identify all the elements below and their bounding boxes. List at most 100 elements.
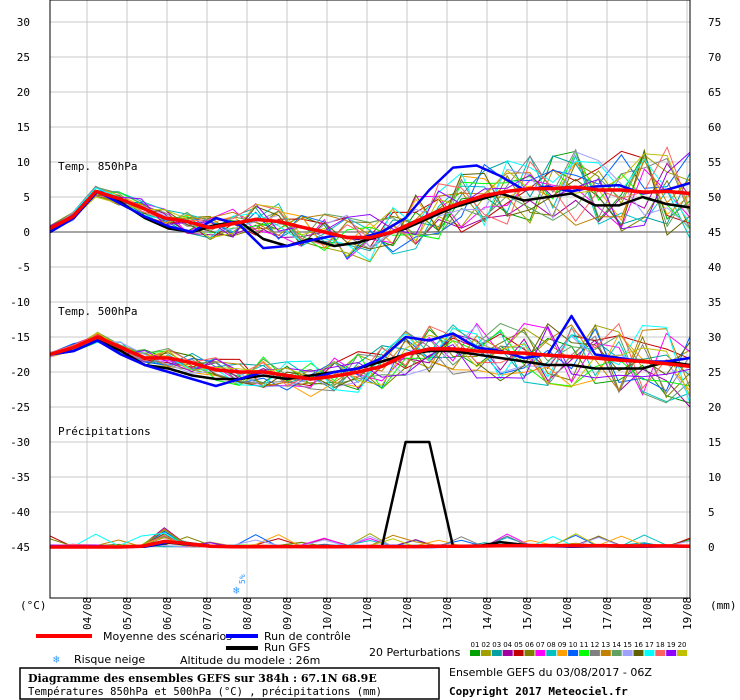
date-label: 13/08 bbox=[441, 597, 454, 630]
control-line-500 bbox=[49, 314, 691, 388]
date-label: 08/08 bbox=[241, 597, 254, 630]
right-tick-label: 5 bbox=[708, 506, 715, 519]
right-tick-label: 40 bbox=[708, 261, 721, 274]
date-label: 06/08 bbox=[161, 597, 174, 630]
date-label: 12/08 bbox=[401, 597, 414, 630]
perturbation-swatches: 01 02 03 04 05 06 07 08 09 10 11 12 13 14 15 16 17 18 19 20 bbox=[470, 641, 688, 656]
perturbation-swatch bbox=[568, 650, 579, 656]
right-axis-unit: (mm) bbox=[710, 599, 737, 612]
info-box bbox=[19, 667, 440, 700]
panel-label-500: Temp. 500hPa bbox=[58, 305, 137, 318]
perturbation-number: 03 bbox=[492, 641, 501, 649]
legend-control-label: Run de contrôle bbox=[264, 630, 351, 643]
date-label: 16/08 bbox=[561, 597, 574, 630]
date-label: 10/08 bbox=[321, 597, 334, 630]
left-tick-label: -5 bbox=[17, 261, 30, 274]
perturbation-swatch bbox=[644, 650, 655, 656]
snowflake-icon: ❄ bbox=[233, 584, 240, 597]
perturbation-swatch bbox=[611, 650, 622, 656]
perturbation-swatch bbox=[513, 650, 524, 656]
date-label: 17/08 bbox=[601, 597, 614, 630]
date-label: 18/08 bbox=[641, 597, 654, 630]
date-label: 07/08 bbox=[201, 597, 214, 630]
perturbation-swatch bbox=[491, 650, 502, 656]
copyright: Copyright 2017 Meteociel.fr bbox=[449, 685, 628, 698]
perturbation-swatch bbox=[546, 650, 557, 656]
mean-line-850 bbox=[49, 185, 691, 240]
right-tick-label: 60 bbox=[708, 121, 721, 134]
mean-line-500 bbox=[49, 335, 691, 381]
run-info: Ensemble GEFS du 03/08/2017 - 06Z bbox=[449, 666, 652, 679]
perturbation-swatch bbox=[655, 650, 666, 656]
perturbation-line-850 bbox=[49, 158, 691, 262]
left-tick-label: -30 bbox=[10, 436, 30, 449]
perturbation-line-850 bbox=[49, 151, 691, 238]
legend-snow-label: Risque neige bbox=[74, 653, 145, 666]
perturbation-line-850 bbox=[49, 159, 691, 236]
perturbation-number: 14 bbox=[612, 641, 621, 649]
date-label: 04/08 bbox=[81, 597, 94, 630]
right-tick-label: 0 bbox=[708, 541, 715, 554]
right-tick-label: 25 bbox=[708, 366, 721, 379]
left-tick-label: 5 bbox=[23, 191, 30, 204]
perturbation-swatch bbox=[600, 650, 611, 656]
perturbation-line-850 bbox=[49, 150, 691, 249]
perturbation-number: 19 bbox=[667, 641, 676, 649]
legend: Moyenne des scénarios Run de contrôle Ru… bbox=[36, 630, 688, 667]
snowflake-icon: ❄ bbox=[53, 653, 60, 666]
perturbation-line-500 bbox=[49, 322, 691, 404]
right-tick-label: 10 bbox=[708, 471, 721, 484]
perturbation-number: 10 bbox=[569, 641, 578, 649]
date-label: 11/08 bbox=[361, 597, 374, 630]
perturbation-swatch bbox=[622, 650, 633, 656]
date-label: 14/08 bbox=[481, 597, 494, 630]
perturbation-swatch bbox=[633, 650, 644, 656]
gfs-line-500 bbox=[49, 339, 691, 381]
right-tick-label: 50 bbox=[708, 191, 721, 204]
perturbation-swatch bbox=[579, 650, 589, 656]
perturbation-swatch bbox=[677, 650, 688, 656]
perturbation-number: 08 bbox=[547, 641, 556, 649]
perturbation-number: 02 bbox=[481, 641, 490, 649]
left-tick-label: -40 bbox=[10, 506, 30, 519]
perturbations-label: 20 Perturbations bbox=[369, 646, 461, 659]
perturbation-swatch bbox=[524, 650, 535, 656]
perturbation-line-500 bbox=[49, 331, 691, 396]
panel-label-precip: Précipitations bbox=[58, 425, 151, 438]
perturbation-number: 05 bbox=[514, 641, 523, 649]
right-tick-label: 20 bbox=[708, 401, 721, 414]
right-tick-label: 35 bbox=[708, 296, 721, 309]
perturbation-line-500 bbox=[49, 327, 691, 392]
date-label: 19/08 bbox=[681, 597, 694, 630]
left-tick-label: 30 bbox=[17, 16, 30, 29]
main-series bbox=[49, 164, 691, 549]
perturbation-swatch bbox=[535, 650, 546, 656]
date-label: 15/08 bbox=[521, 597, 534, 630]
right-tick-label: 65 bbox=[708, 86, 721, 99]
chart-subtitle: Températures 850hPa et 500hPa (°C) , pré… bbox=[28, 686, 382, 698]
perturbation-swatch bbox=[502, 650, 513, 656]
panel-label-850: Temp. 850hPa bbox=[58, 160, 137, 173]
left-tick-label: 10 bbox=[17, 156, 30, 169]
perturbation-line-500 bbox=[49, 329, 691, 390]
perturbation-line-850 bbox=[49, 153, 691, 258]
legend-gfs-label: Run GFS bbox=[264, 641, 310, 654]
left-tick-label: -15 bbox=[10, 331, 30, 344]
left-tick-label: 20 bbox=[17, 86, 30, 99]
gfs-line-precip bbox=[50, 440, 691, 549]
right-tick-label: 75 bbox=[708, 16, 721, 29]
left-tick-label: 15 bbox=[17, 121, 30, 134]
date-labels: 04/08 05/08 06/08 07/08 08/08 09/08 10/08 11/08… bbox=[81, 597, 694, 630]
right-tick-label: 45 bbox=[708, 226, 721, 239]
perturbation-number: 20 bbox=[678, 641, 687, 649]
left-tick-label: -45 bbox=[10, 541, 30, 554]
perturbation-number: 18 bbox=[656, 641, 665, 649]
perturbation-number: 04 bbox=[503, 641, 512, 649]
perturbation-number: 09 bbox=[558, 641, 567, 649]
left-tick-label: 0 bbox=[23, 226, 30, 239]
perturbation-line-850 bbox=[49, 151, 691, 248]
chart-title: Diagramme des ensembles GEFS sur 384h : … bbox=[28, 672, 377, 685]
left-axis-unit: (°C) bbox=[20, 599, 47, 612]
